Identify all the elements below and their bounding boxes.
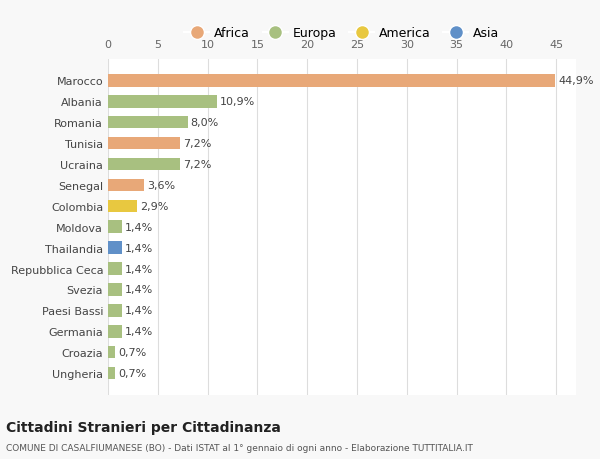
Text: 3,6%: 3,6% <box>147 180 175 190</box>
Bar <box>108 200 137 213</box>
Text: 8,0%: 8,0% <box>191 118 219 128</box>
Bar <box>108 96 217 108</box>
Text: 7,2%: 7,2% <box>182 160 211 170</box>
Bar <box>108 346 115 358</box>
Bar <box>108 158 179 171</box>
Text: 7,2%: 7,2% <box>182 139 211 149</box>
Text: 2,9%: 2,9% <box>140 202 168 211</box>
Bar <box>108 138 179 150</box>
Text: COMUNE DI CASALFIUMANESE (BO) - Dati ISTAT al 1° gennaio di ogni anno - Elaboraz: COMUNE DI CASALFIUMANESE (BO) - Dati IST… <box>6 443 473 452</box>
Bar <box>108 304 122 317</box>
Text: Cittadini Stranieri per Cittadinanza: Cittadini Stranieri per Cittadinanza <box>6 420 281 435</box>
Text: 1,4%: 1,4% <box>125 326 153 336</box>
Bar <box>108 325 122 338</box>
Text: 44,9%: 44,9% <box>558 76 593 86</box>
Text: 10,9%: 10,9% <box>220 97 255 107</box>
Bar <box>108 221 122 234</box>
Legend: Africa, Europa, America, Asia: Africa, Europa, America, Asia <box>179 22 505 45</box>
Text: 0,7%: 0,7% <box>118 347 146 358</box>
Text: 1,4%: 1,4% <box>125 243 153 253</box>
Bar <box>108 242 122 254</box>
Bar <box>108 75 555 87</box>
Text: 1,4%: 1,4% <box>125 222 153 232</box>
Bar <box>108 179 144 192</box>
Text: 0,7%: 0,7% <box>118 368 146 378</box>
Bar <box>108 117 188 129</box>
Text: 1,4%: 1,4% <box>125 285 153 295</box>
Bar <box>108 367 115 380</box>
Bar <box>108 263 122 275</box>
Text: 1,4%: 1,4% <box>125 264 153 274</box>
Text: 1,4%: 1,4% <box>125 306 153 316</box>
Bar <box>108 284 122 296</box>
